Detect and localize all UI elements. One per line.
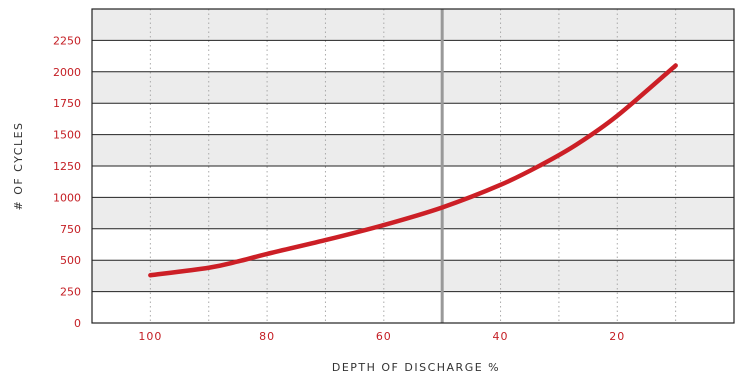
- y-tick-label: 1500: [53, 129, 81, 142]
- y-tick-label: 2000: [53, 66, 81, 79]
- x-tick-label: 60: [376, 330, 392, 343]
- y-tick-label: 250: [60, 286, 81, 299]
- plot-band: [92, 291, 734, 323]
- plot-band: [92, 134, 734, 166]
- plot-band: [92, 166, 734, 198]
- plot-band: [92, 197, 734, 229]
- horizontal-gridlines: [92, 39, 734, 293]
- plot-band: [92, 103, 734, 135]
- x-tick-label: 80: [259, 330, 275, 343]
- plot-bands: [92, 9, 734, 323]
- x-tick-label: 40: [493, 330, 509, 343]
- plot-band: [92, 260, 734, 292]
- y-tick-label: 1000: [53, 191, 81, 204]
- series-line: [148, 63, 678, 278]
- y-tick-label: 1750: [53, 97, 81, 110]
- plot-border: [91, 8, 735, 324]
- vertical-gridlines: [149, 9, 677, 323]
- y-axis-ticks: 0 250 500 750 1000 1250 1500 1750 2000 2250: [53, 34, 81, 330]
- x-tick-label: 100: [138, 330, 162, 343]
- plot-band: [92, 9, 734, 41]
- y-tick-label: 2250: [53, 34, 81, 47]
- y-tick-label: 1250: [53, 160, 81, 173]
- plot-band: [92, 71, 734, 104]
- series-group: [148, 63, 678, 278]
- plot-band: [92, 228, 734, 261]
- y-tick-label: 0: [74, 317, 81, 330]
- y-axis-label: # OF CYCLES: [12, 121, 25, 210]
- y-tick-label: 750: [60, 223, 81, 236]
- x-tick-label: 20: [609, 330, 625, 343]
- plot-band: [92, 40, 734, 72]
- plot-frame: [91, 8, 735, 324]
- x-axis-ticks: 100 80 60 40 20: [138, 330, 625, 343]
- x-axis-label: DEPTH OF DISCHARGE %: [332, 361, 500, 374]
- y-tick-label: 500: [60, 254, 81, 267]
